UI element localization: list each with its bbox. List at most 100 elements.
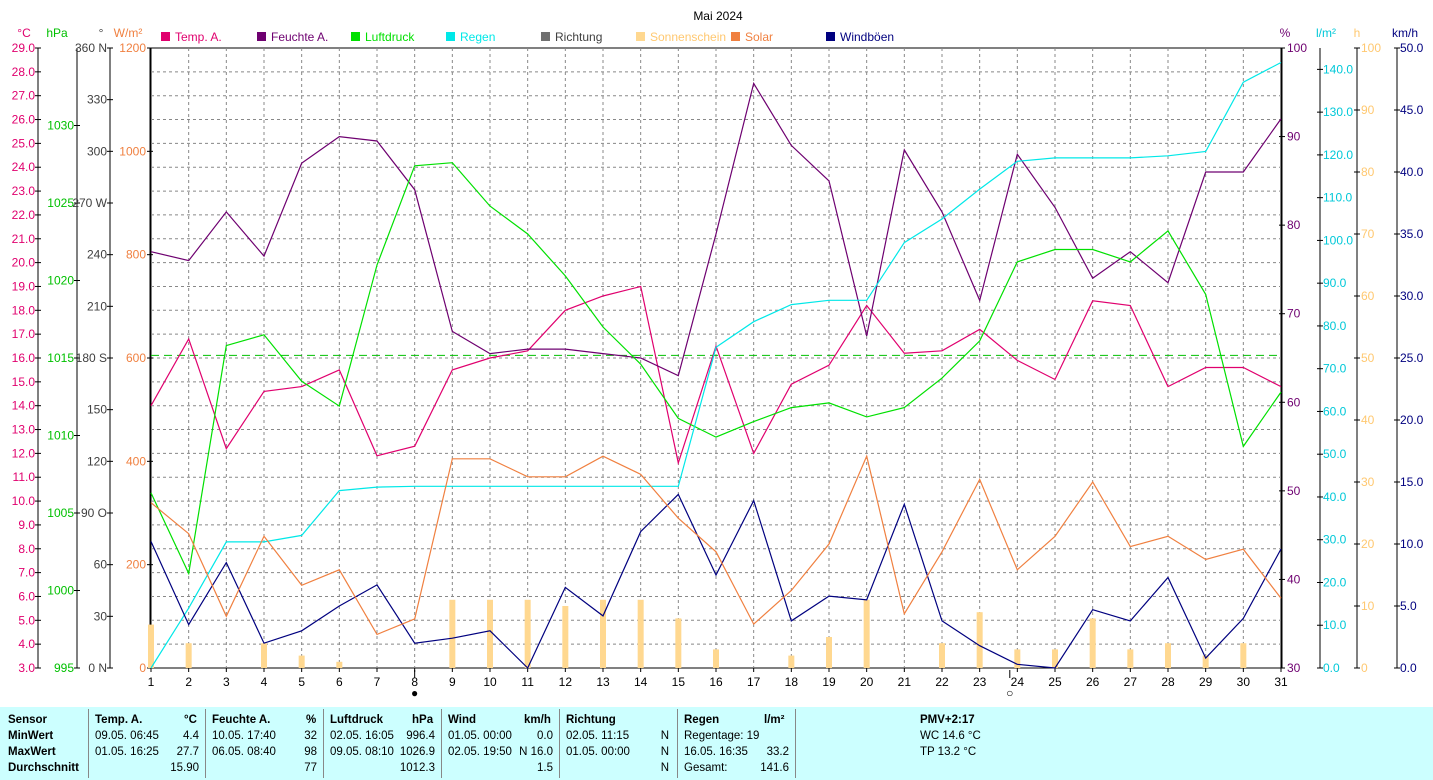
x-tick-label: 13 <box>596 675 610 689</box>
sunshine-tick-label: 30 <box>1361 475 1375 489</box>
stats-temp-min-val: 4.4 <box>183 730 199 742</box>
rain-tick-label: 30.0 <box>1323 533 1347 547</box>
sunshine-tick-label: 50 <box>1361 351 1375 365</box>
sunshine-bar <box>788 655 795 668</box>
temp-tick-label: 28.0 <box>12 65 36 79</box>
legend-label: Luftdruck <box>365 30 415 44</box>
x-tick-label: 26 <box>1086 675 1100 689</box>
sunshine-bar <box>449 599 456 668</box>
rain-tick-label: 60.0 <box>1323 404 1347 418</box>
sunshine-bar <box>1165 643 1171 668</box>
stats-temp-avg: 15.90 <box>170 762 199 774</box>
stats-row-min: MinWert <box>8 730 54 742</box>
axis-unit-pressure: hPa <box>46 26 68 40</box>
sunshine-bar <box>487 599 493 668</box>
stats-temp-unit: °C <box>184 714 197 726</box>
wind-tick-label: 50.0 <box>1400 41 1424 55</box>
rain-tick-label: 90.0 <box>1323 276 1347 290</box>
direction-tick-label: 60 <box>94 558 108 572</box>
sunshine-tick-label: 20 <box>1361 537 1375 551</box>
sunshine-tick-label: 80 <box>1361 165 1375 179</box>
temp-tick-label: 10.0 <box>12 494 36 508</box>
x-tick-label: 8 <box>411 675 418 689</box>
stats-pmv-title: PMV+2:17 <box>920 714 975 726</box>
rain-tick-label: 50.0 <box>1323 447 1347 461</box>
legend-label: Richtung <box>555 30 602 44</box>
stats-temp-max-time: 01.05. 16:25 <box>95 746 159 758</box>
radiation-tick-label: 200 <box>126 558 146 572</box>
stats-wind-max-time: 02.05. 19:50 <box>448 746 512 758</box>
direction-tick-label: 360 N <box>75 41 107 55</box>
series-line-solar <box>150 454 1282 636</box>
wind-tick-label: 35.0 <box>1400 227 1424 241</box>
legend-swatch <box>826 32 835 41</box>
stats-rain-total-val: 141.6 <box>760 762 789 774</box>
pressure-tick-label: 1020 <box>47 274 74 288</box>
rain-tick-label: 70.0 <box>1323 362 1347 376</box>
wind-tick-label: 45.0 <box>1400 103 1424 117</box>
temp-tick-label: 17.0 <box>12 327 36 341</box>
sunshine-tick-label: 70 <box>1361 227 1375 241</box>
wind-tick-label: 0.0 <box>1400 661 1417 675</box>
stats-pressure-min-time: 02.05. 16:05 <box>330 730 394 742</box>
humidity-tick-label: 40 <box>1287 572 1301 586</box>
stats-pressure-max-val: 1026.9 <box>399 746 435 758</box>
radiation-tick-label: 0 <box>139 661 146 675</box>
temp-tick-label: 21.0 <box>12 232 36 246</box>
sunshine-bar <box>976 612 983 668</box>
x-tick-label: 17 <box>747 675 761 689</box>
legend-label: Sonnenschein <box>650 30 726 44</box>
x-tick-label: 27 <box>1124 675 1138 689</box>
temp-tick-label: 11.0 <box>13 470 36 484</box>
axis-unit-temp: °C <box>17 26 31 40</box>
x-tick-label: 23 <box>973 675 987 689</box>
stats-humidity-title: Feuchte A. <box>212 714 271 726</box>
pressure-tick-label: 1005 <box>47 506 74 520</box>
rain-tick-label: 80.0 <box>1323 319 1347 333</box>
series-line-temp-a- <box>150 285 1282 466</box>
stats-humidity-max-val: 98 <box>304 746 317 758</box>
x-tick-label: 22 <box>935 675 949 689</box>
radiation-tick-label: 400 <box>126 454 146 468</box>
sunshine-bar <box>713 649 719 668</box>
x-tick-label: 3 <box>223 675 230 689</box>
sunshine-bar <box>863 599 870 668</box>
stats-wind-min-time: 01.05. 00:00 <box>448 730 512 742</box>
stats-direction-max-val: N <box>660 746 669 758</box>
rain-tick-label: 10.0 <box>1323 618 1347 632</box>
temp-tick-label: 5.0 <box>18 613 35 627</box>
temp-tick-label: 8.0 <box>18 542 35 556</box>
pressure-tick-label: 1000 <box>47 584 74 598</box>
rain-tick-label: 100.0 <box>1323 233 1353 247</box>
rain-tick-label: 130.0 <box>1323 105 1353 119</box>
stats-divider <box>205 709 206 778</box>
rain-tick-label: 140.0 <box>1323 62 1353 76</box>
radiation-tick-label: 1200 <box>119 41 146 55</box>
stats-rain-title: Regen <box>684 714 720 726</box>
stats-sensor-title: Sensor <box>8 714 47 726</box>
rain-tick-label: 40.0 <box>1323 490 1347 504</box>
temp-tick-label: 29.0 <box>12 41 36 55</box>
legend-swatch <box>446 32 455 41</box>
wind-tick-label: 10.0 <box>1400 537 1424 551</box>
stats-humidity-unit: % <box>306 714 317 726</box>
direction-tick-label: 90 O <box>81 506 107 520</box>
stats-divider <box>88 709 89 778</box>
x-tick-label: 25 <box>1048 675 1062 689</box>
chart-title: Mai 2024 <box>693 9 743 23</box>
pressure-tick-label: 995 <box>54 661 74 675</box>
direction-tick-label: 180 S <box>76 351 107 365</box>
temp-tick-label: 12.0 <box>12 446 36 460</box>
x-tick-label: 30 <box>1237 675 1251 689</box>
sunshine-bar <box>261 643 267 668</box>
x-tick-label: 20 <box>860 675 874 689</box>
stats-pressure-max-time: 09.05. 08:10 <box>330 746 394 758</box>
legend-swatch <box>731 32 740 41</box>
x-tick-label: 16 <box>709 675 723 689</box>
direction-tick-label: 300 <box>87 144 107 158</box>
wind-tick-label: 5.0 <box>1400 599 1417 613</box>
sunshine-bar <box>826 637 832 668</box>
temp-tick-label: 25.0 <box>12 136 36 150</box>
legend-label: Temp. A. <box>175 30 222 44</box>
